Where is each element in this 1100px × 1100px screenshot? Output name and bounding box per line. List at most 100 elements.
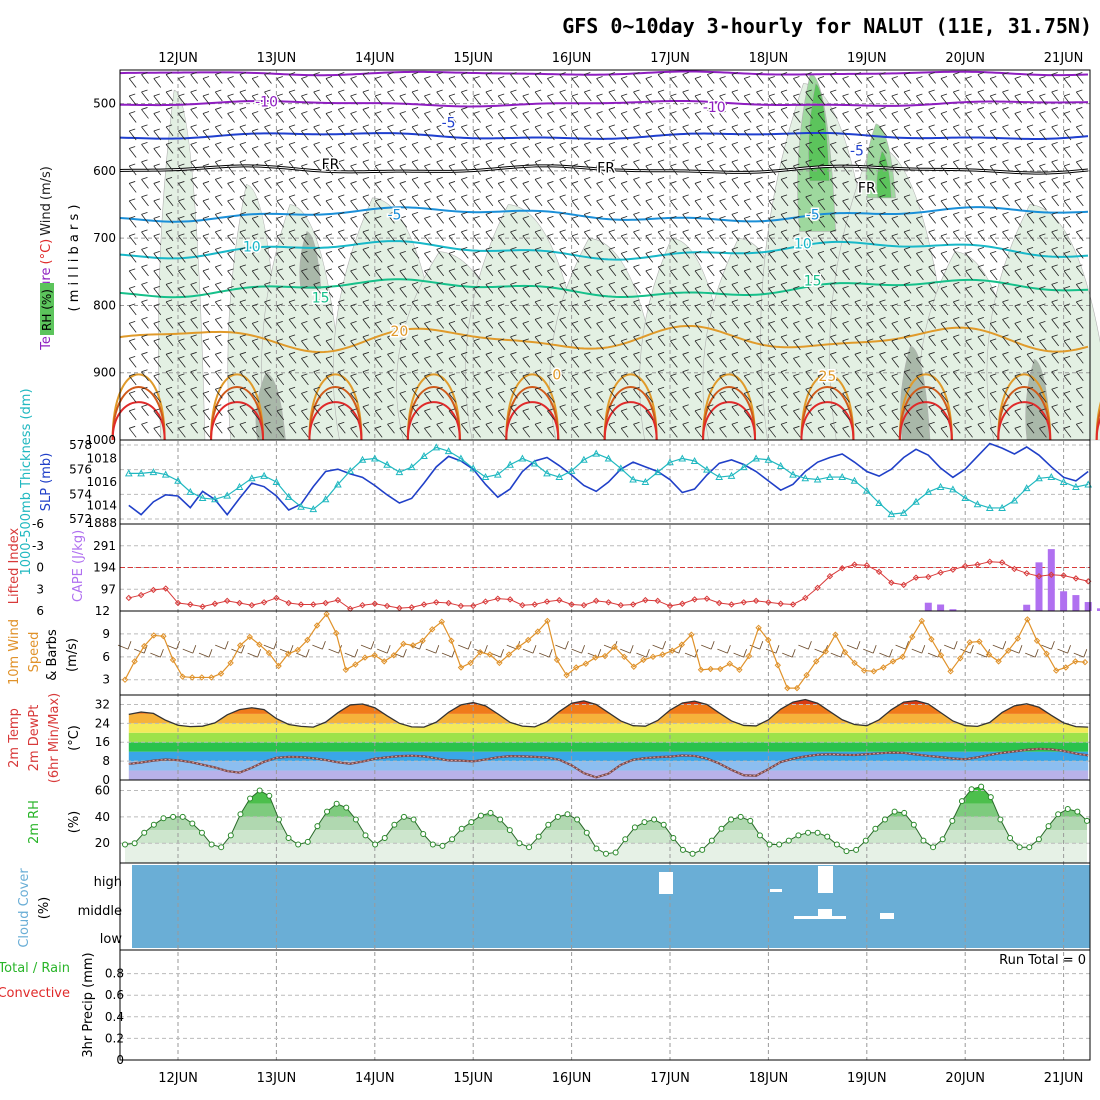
wind-barb <box>1075 351 1084 364</box>
wind10m-barb <box>782 649 796 658</box>
wind-barb <box>719 338 727 351</box>
wind-barb <box>965 216 973 228</box>
wind-barb <box>190 281 198 294</box>
wind-barb <box>1039 181 1047 193</box>
wind-barb <box>301 251 309 263</box>
wind-marker <box>428 626 436 633</box>
wind-barb <box>202 251 211 263</box>
li-marker <box>715 599 723 607</box>
wind-barb <box>448 390 457 403</box>
wind-barb <box>424 268 432 281</box>
wind-barb <box>756 246 764 259</box>
wind-barb <box>633 421 641 434</box>
wind-barb <box>178 76 186 88</box>
wind-barb <box>559 351 567 364</box>
wind-barb <box>424 355 432 368</box>
wind-barb <box>928 159 936 172</box>
wind-barb <box>251 128 260 141</box>
rh-marker <box>622 836 629 843</box>
thickness-tick: 572 <box>69 512 92 526</box>
wind-barb <box>743 390 752 403</box>
wind-barb <box>448 408 457 421</box>
wind-barb <box>448 163 457 176</box>
wind-barb <box>829 299 838 312</box>
cape-bar <box>1047 549 1055 611</box>
temp-ylabel-part: 2m DewPt <box>27 705 42 772</box>
wind-barb <box>805 124 813 137</box>
isotherm-20 <box>119 324 1089 354</box>
wind-barb <box>903 229 912 242</box>
wind-barb <box>596 163 604 176</box>
wind-barb <box>153 355 162 368</box>
wind-barb <box>965 233 973 246</box>
wind-barb <box>805 212 813 224</box>
rh-marker <box>372 841 379 848</box>
li-marker <box>642 596 649 604</box>
wind-barb <box>793 268 801 281</box>
wind-barb <box>670 216 678 228</box>
wind-barb <box>620 181 629 193</box>
wind-marker <box>467 659 474 667</box>
wind-barb <box>793 320 801 333</box>
wind-barb <box>411 212 420 224</box>
wind-barb <box>559 212 567 224</box>
wind-barb <box>534 194 543 207</box>
wind-barb <box>977 142 986 154</box>
wind-barb <box>251 233 260 246</box>
wind-barb <box>239 159 248 172</box>
wind-barb <box>411 142 420 154</box>
wind-barb <box>301 268 309 281</box>
cloud-unit: (%) <box>37 897 52 920</box>
wind-barb <box>350 216 358 228</box>
wind-barb <box>214 246 223 259</box>
cape-bar <box>1084 602 1092 611</box>
wind-barb <box>977 159 986 172</box>
wind-barb <box>214 404 223 417</box>
wind-barb <box>374 163 383 176</box>
wind-barb <box>596 355 604 368</box>
rh-marker <box>1035 836 1042 843</box>
wind-barb <box>1014 320 1023 333</box>
wind-barb <box>473 163 481 176</box>
wind-barb <box>694 146 703 158</box>
wind-barb <box>337 404 346 417</box>
wind-barb <box>239 229 248 242</box>
wind-marker <box>188 674 196 681</box>
wind-barb <box>301 303 309 316</box>
wind-barb <box>1063 146 1072 158</box>
wind-barb <box>756 351 764 364</box>
wind-barb <box>473 320 481 333</box>
wind-barb <box>227 373 235 386</box>
wind-barb <box>436 334 444 347</box>
wind-barb <box>534 421 543 434</box>
wind-barb <box>743 233 752 246</box>
li-marker <box>789 601 797 608</box>
wind-barb <box>153 320 162 333</box>
wind-barb <box>989 286 998 298</box>
wind-marker <box>601 652 609 660</box>
wind-barb <box>916 286 924 298</box>
wind-barb <box>965 320 973 333</box>
wind-marker <box>688 631 695 638</box>
wind-barb <box>485 404 494 417</box>
wind-barb <box>743 251 752 263</box>
wind-barb <box>153 251 162 263</box>
wind-barb <box>608 142 617 154</box>
wind-barb <box>780 351 789 364</box>
wind-barb <box>276 355 285 368</box>
rh-marker <box>1064 805 1071 812</box>
wind-barb <box>756 177 764 189</box>
wind-barb <box>928 107 936 119</box>
wind-barb <box>928 177 936 189</box>
wind-barb <box>780 89 789 102</box>
wind-barb <box>190 212 198 224</box>
wind-barb <box>178 216 186 228</box>
wind-barb <box>952 194 961 207</box>
rh-marker <box>526 844 533 851</box>
wind-marker <box>1072 658 1079 665</box>
wind-barb <box>522 355 531 368</box>
wind-barb <box>288 334 297 347</box>
wind-barb <box>1014 163 1023 176</box>
wind-barb <box>288 212 297 224</box>
wind-barb <box>670 286 678 298</box>
